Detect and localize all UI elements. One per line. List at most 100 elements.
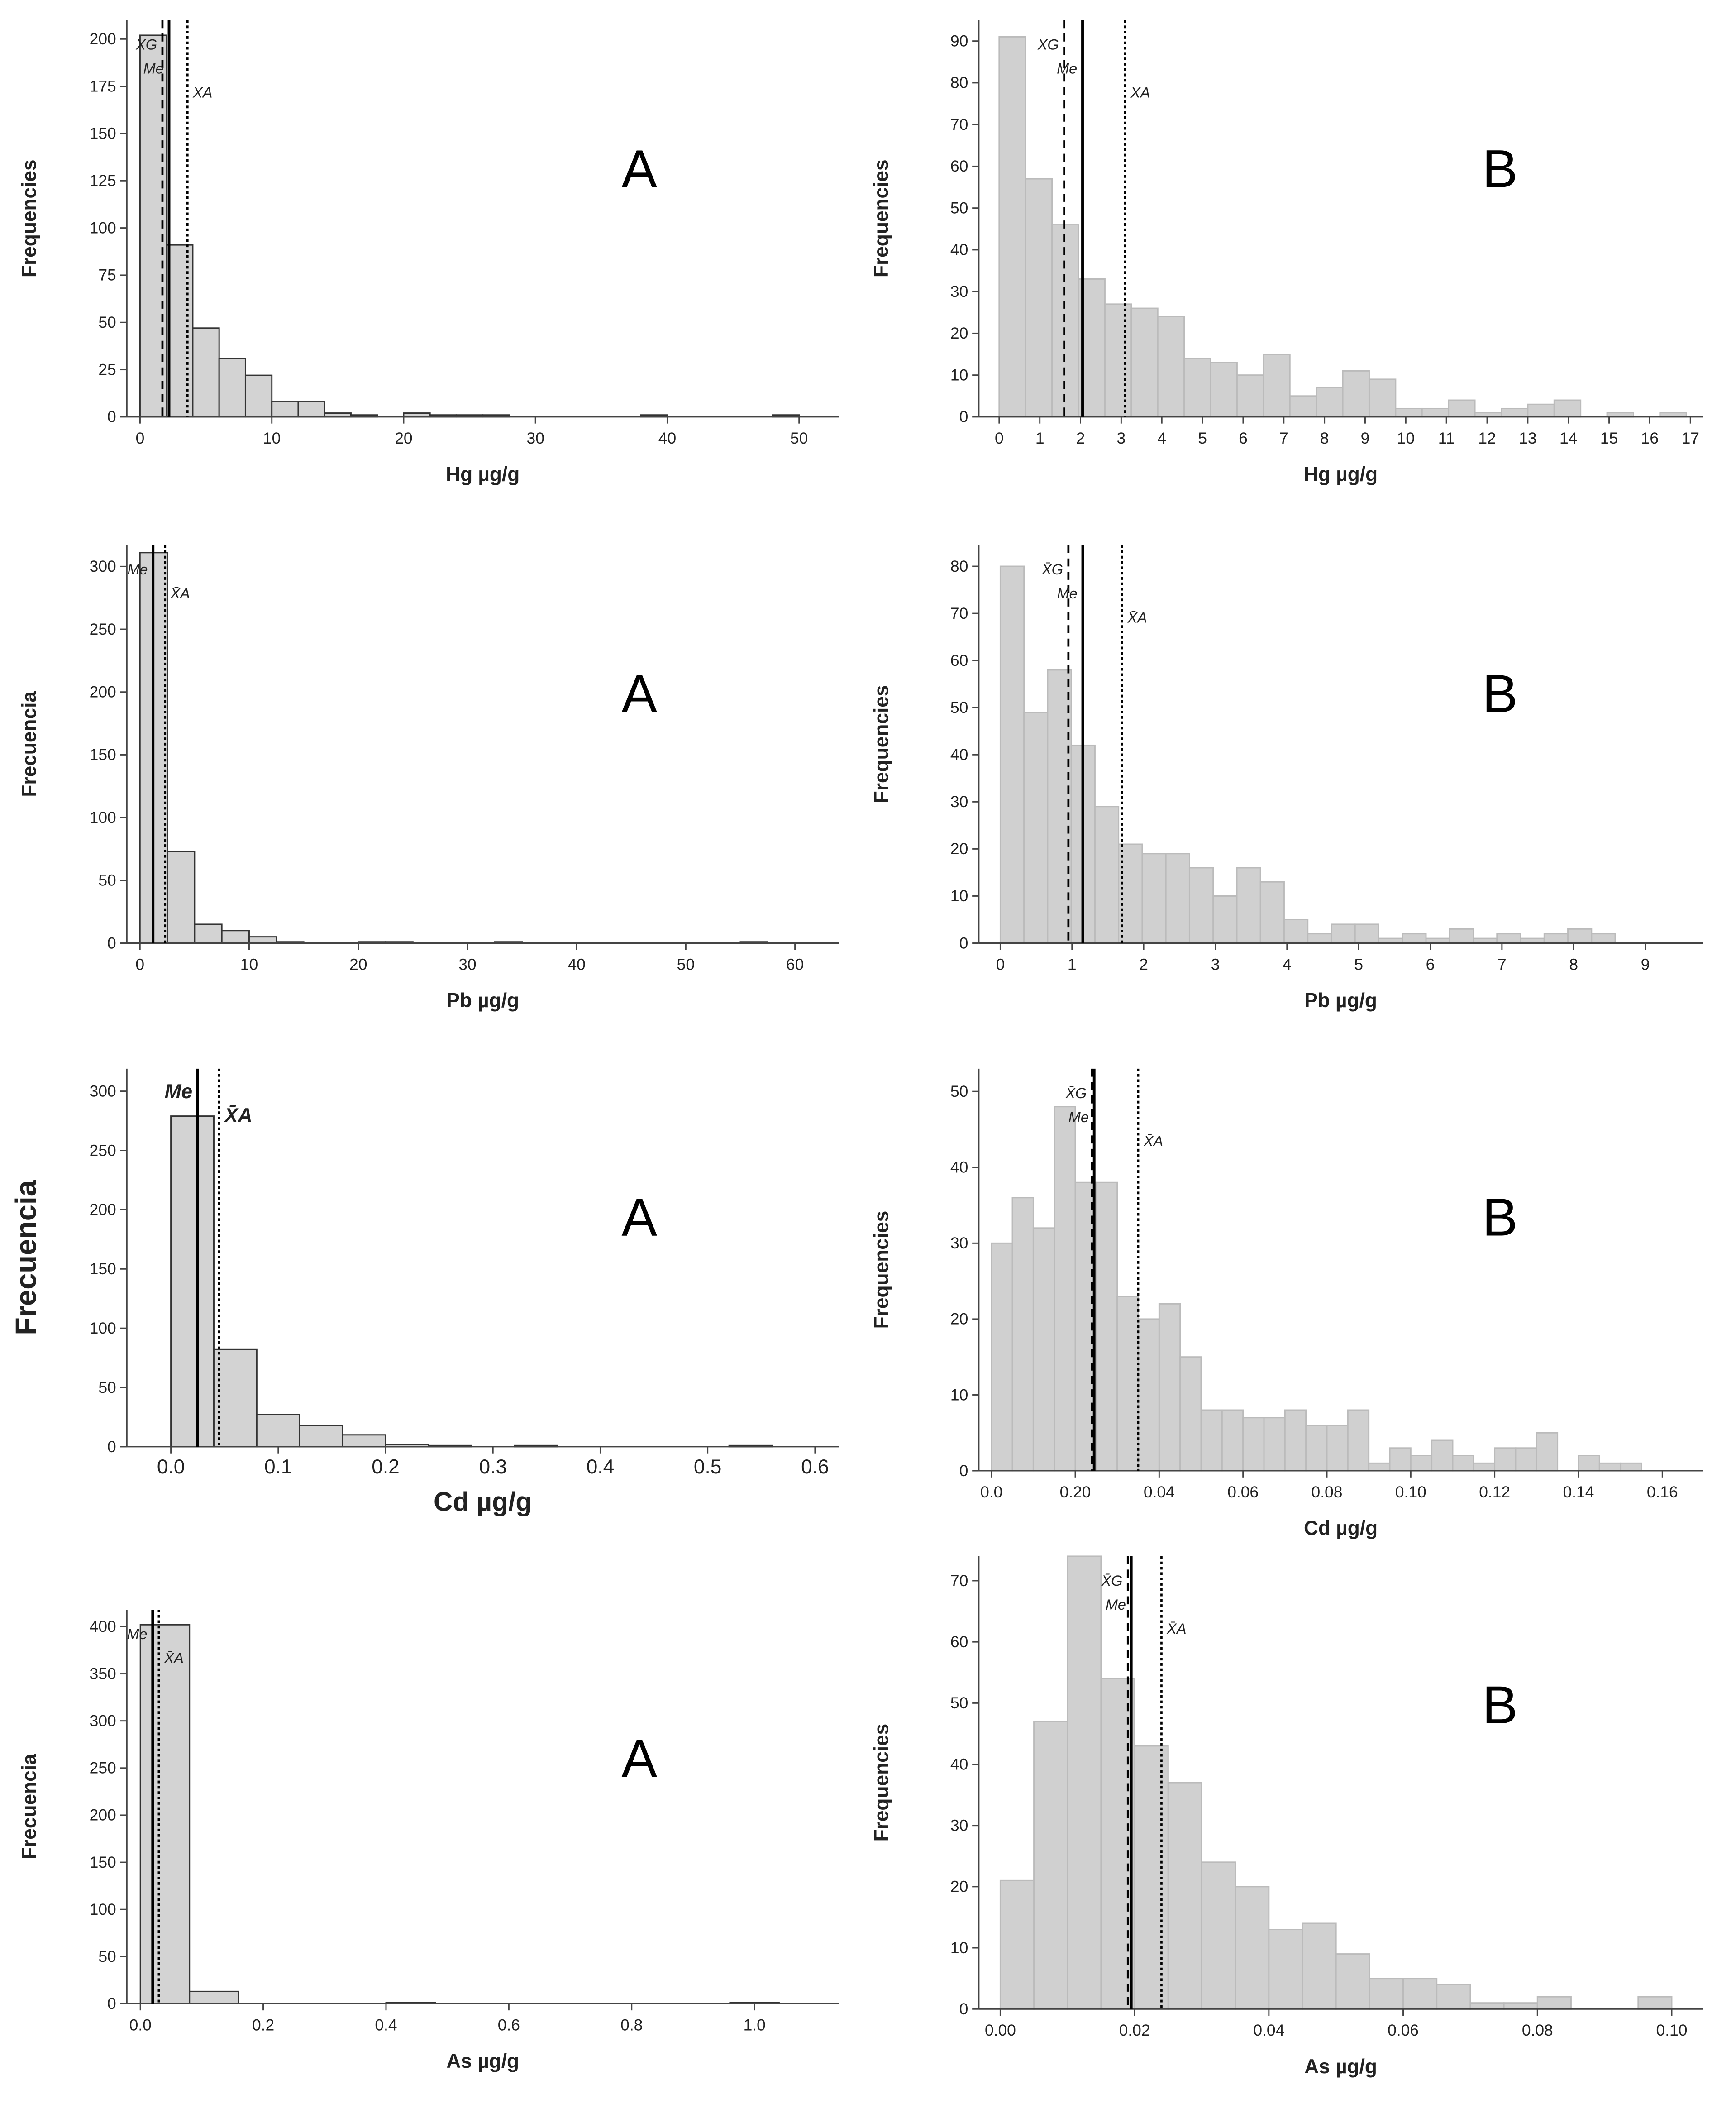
x-tick-label: 0.0 <box>980 1483 1002 1501</box>
bar <box>1221 1409 1244 1472</box>
y-tick-label: 50 <box>950 1694 968 1712</box>
x-tick-label: 0.3 <box>479 1456 507 1478</box>
x-tick-label: 0 <box>136 429 145 447</box>
bar <box>271 401 299 418</box>
x-tick-label: 16 <box>1641 429 1659 447</box>
y-tick-label: 10 <box>950 1386 968 1404</box>
reference-label: X̄A <box>1130 85 1150 101</box>
y-tick-label: 150 <box>90 746 116 764</box>
bar <box>1578 1455 1600 1472</box>
bar <box>1284 1409 1307 1472</box>
x-tick-label: 3 <box>1117 429 1126 447</box>
reference-label: Me <box>1068 1109 1089 1125</box>
y-tick-label: 80 <box>950 557 968 575</box>
x-tick-label: 5 <box>1354 956 1363 974</box>
y-tick-label: 250 <box>90 1141 116 1159</box>
x-axis-label: Pb µg/g <box>446 990 519 1012</box>
y-axis-label: Frecuencia <box>19 1754 41 1860</box>
y-axis-label: Frequencies <box>870 685 892 803</box>
x-tick-label: 4 <box>1283 956 1292 974</box>
y-tick-label: 100 <box>90 219 116 237</box>
x-tick-label: 0.12 <box>1479 1483 1510 1501</box>
y-tick-label: 0 <box>959 1462 968 1480</box>
x-tick-label: 0.04 <box>1253 2021 1284 2039</box>
x-tick-label: 0 <box>996 956 1005 974</box>
y-tick-label: 200 <box>90 30 116 48</box>
bar <box>1054 1106 1076 1472</box>
x-tick-label: 10 <box>240 956 258 974</box>
y-tick-label: 350 <box>90 1664 116 1683</box>
reference-label: X̄A <box>192 85 212 101</box>
bar <box>170 1115 215 1448</box>
bar <box>1316 387 1344 418</box>
x-tick-label: 0.20 <box>1060 1483 1091 1501</box>
y-tick-label: 70 <box>950 604 968 622</box>
bar <box>1543 933 1569 944</box>
bar <box>1342 370 1370 418</box>
x-tick-label: 12 <box>1478 429 1496 447</box>
bar <box>1100 1678 1135 2010</box>
bar <box>1378 937 1403 944</box>
x-tick-label: 4 <box>1157 429 1166 447</box>
x-tick-label: 0.0 <box>157 1456 185 1478</box>
x-axis-label: As µg/g <box>1304 2056 1377 2078</box>
bar <box>1095 1181 1118 1472</box>
bar <box>1289 395 1317 418</box>
bar <box>1395 407 1423 418</box>
bar <box>991 1242 1013 1472</box>
x-tick-label: 0.06 <box>1227 1483 1259 1501</box>
x-tick-label: 0.1 <box>264 1456 292 1478</box>
bar <box>1347 1409 1370 1472</box>
bar <box>1302 1922 1337 2010</box>
y-tick-label: 20 <box>950 1310 968 1328</box>
x-tick-label: 20 <box>349 956 367 974</box>
bar <box>1283 919 1309 944</box>
x-tick-label: 30 <box>458 956 476 974</box>
bar <box>1536 1432 1559 1472</box>
x-tick-label: 6 <box>1426 956 1435 974</box>
x-tick-label: 8 <box>1320 429 1329 447</box>
x-tick-label: 50 <box>790 429 808 447</box>
y-tick-label: 50 <box>950 698 968 717</box>
bar <box>244 374 273 418</box>
y-tick-label: 60 <box>950 1633 968 1651</box>
bar <box>1494 1447 1517 1472</box>
bar <box>1326 1425 1349 1472</box>
bar <box>1200 1409 1223 1472</box>
x-tick-label: 0.04 <box>1144 1483 1175 1501</box>
y-tick-label: 200 <box>90 1200 116 1219</box>
y-tick-label: 10 <box>950 887 968 905</box>
x-tick-label: 0.6 <box>801 1456 829 1478</box>
y-tick-label: 50 <box>98 871 116 889</box>
x-tick-label: 0.6 <box>498 2016 520 2034</box>
bar <box>1130 307 1159 418</box>
y-axis-label: Frequencies <box>870 159 892 277</box>
reference-label: X̄G <box>1101 1573 1123 1589</box>
y-tick-label: 40 <box>950 241 968 259</box>
bar <box>1263 354 1291 418</box>
bar <box>1335 1953 1370 2010</box>
x-tick-label: 0.14 <box>1563 1483 1594 1501</box>
bar <box>1637 1996 1673 2010</box>
x-axis-label: Cd µg/g <box>1304 1517 1378 1540</box>
y-tick-label: 30 <box>950 1816 968 1834</box>
y-tick-label: 125 <box>90 172 116 190</box>
bar <box>1137 1318 1160 1472</box>
x-tick-label: 0.16 <box>1647 1483 1678 1501</box>
panel-label: A <box>621 1729 657 1788</box>
bar <box>1141 853 1167 944</box>
panel-label: B <box>1482 1188 1518 1248</box>
panel-label: A <box>621 1188 657 1248</box>
x-axis-label: Pb µg/g <box>1304 990 1377 1012</box>
bar <box>1212 895 1238 944</box>
bar <box>1157 316 1185 418</box>
y-tick-label: 50 <box>98 313 116 331</box>
y-tick-label: 60 <box>950 157 968 175</box>
y-tick-label: 200 <box>90 1806 116 1824</box>
y-axis-label: Frecuencia <box>10 1180 43 1335</box>
bar <box>1436 1984 1471 2010</box>
x-tick-label: 2 <box>1076 429 1085 447</box>
x-tick-label: 30 <box>527 429 544 447</box>
reference-label: X̄G <box>135 36 157 53</box>
